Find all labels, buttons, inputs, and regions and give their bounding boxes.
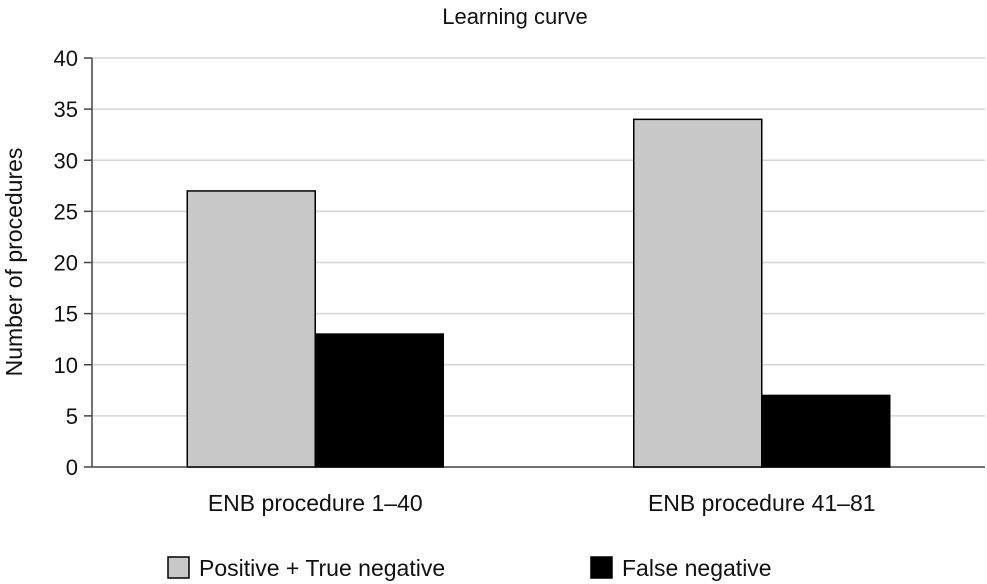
bar-chart: Learning curve Number of procedures 0 5 10… [0,0,987,584]
legend-label: Positive + True negative [199,555,445,581]
y-tick-label: 40 [54,46,78,71]
category-labels: ENB procedure 1–40 ENB procedure 41–81 [208,490,876,516]
bar-positive-true-negative-2 [634,119,762,467]
bar-positive-true-negative-1 [187,191,315,467]
bar-false-negative-1 [315,334,443,467]
y-tick-label: 15 [54,302,78,327]
legend: Positive + True negative False negative [168,555,772,581]
bars [187,119,890,467]
y-axis-label: Number of procedures [1,148,27,377]
legend-swatch [168,557,189,578]
bar-false-negative-2 [762,395,890,467]
legend-label: False negative [622,555,772,581]
y-tick-label: 30 [54,148,78,173]
y-tick-label: 5 [66,404,78,429]
y-tick-label: 25 [54,199,78,224]
chart-title: Learning curve [442,4,588,29]
category-label: ENB procedure 1–40 [208,490,423,516]
category-label: ENB procedure 41–81 [648,490,876,516]
y-tick-label: 0 [66,455,78,480]
y-tick-label: 10 [54,353,78,378]
y-tick-label: 20 [54,251,78,276]
y-tick-label: 35 [54,97,78,122]
legend-swatch [591,557,612,578]
